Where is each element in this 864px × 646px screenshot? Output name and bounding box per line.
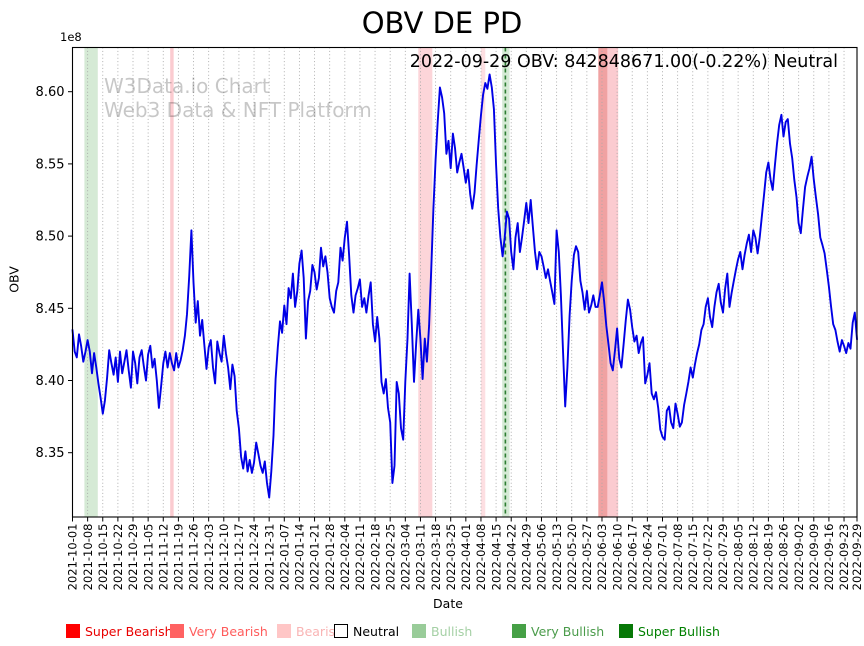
legend-label: Super Bullish <box>638 623 720 639</box>
obv-line <box>71 73 858 499</box>
y-tick-label: 8.35 <box>36 446 65 461</box>
x-tick-label: 2021-12-03 <box>202 524 216 591</box>
x-tick-label: 2022-03-18 <box>429 524 443 591</box>
x-tick-label: 2022-04-08 <box>474 524 488 591</box>
y-tick-label: 8.55 <box>36 157 65 172</box>
legend-item-super-bullish: Super Bullish <box>619 620 720 642</box>
x-tick-label: 2021-12-10 <box>217 524 231 591</box>
legend-swatch-very-bullish <box>512 624 526 638</box>
legend: Super Bearish Very Bearish Bearish Neutral B… <box>0 620 864 642</box>
legend-label: Very Bullish <box>531 623 605 639</box>
x-tick-label: 2022-07-01 <box>656 524 670 591</box>
legend-label: Bearish <box>296 623 343 639</box>
x-tick-label: 2022-07-15 <box>686 524 700 591</box>
band-bearish <box>480 47 486 517</box>
x-tick-label: 2021-11-12 <box>156 524 170 591</box>
x-tick-label: 2022-09-09 <box>807 524 821 591</box>
y-tick-label: 8.45 <box>36 302 65 317</box>
legend-label: Very Bearish <box>189 623 268 639</box>
x-tick-label: 2022-09-29 <box>850 524 864 591</box>
x-axis-label: Date <box>433 596 463 611</box>
x-tick-label: 2022-06-24 <box>641 524 655 591</box>
x-tick-label: 2022-04-01 <box>459 524 473 591</box>
legend-item-very-bullish: Very Bullish <box>512 620 604 642</box>
y-tick-label: 8.40 <box>36 374 65 389</box>
band-bearish <box>170 47 174 517</box>
x-tick-label: 2022-08-19 <box>762 524 776 591</box>
x-tick-label: 2021-11-26 <box>187 524 201 591</box>
x-tick-label: 2022-07-29 <box>716 524 730 591</box>
legend-swatch-super-bearish <box>66 624 80 638</box>
x-tick-label: 2022-05-06 <box>535 524 549 591</box>
x-tick-label: 2022-01-14 <box>293 524 307 591</box>
x-tick-label: 2021-10-15 <box>96 524 110 591</box>
band-bullish <box>84 47 98 517</box>
legend-item-super-bearish: Super Bearish <box>66 620 173 642</box>
x-tick-label: 2022-04-29 <box>520 524 534 591</box>
x-tick-label: 2022-07-08 <box>671 524 685 591</box>
legend-label: Super Bearish <box>85 623 173 639</box>
legend-label: Bullish <box>431 623 473 639</box>
x-tick-label: 2021-12-17 <box>232 524 246 591</box>
legend-swatch-bullish <box>412 624 426 638</box>
x-tick-label: 2022-06-17 <box>625 524 639 591</box>
x-tick-label: 2021-12-24 <box>247 524 261 591</box>
legend-item-neutral: Neutral <box>334 620 399 642</box>
x-tick-label: 2022-03-25 <box>444 524 458 591</box>
x-tick-label: 2021-11-19 <box>172 524 186 591</box>
legend-item-bearish: Bearish <box>277 620 343 642</box>
y-axis-offset-label: 1e8 <box>60 30 82 44</box>
chart-title: OBV DE PD <box>361 6 523 40</box>
x-tick-label: 2022-01-21 <box>308 524 322 591</box>
band-bearish <box>607 47 619 517</box>
x-tick-label: 2022-01-07 <box>277 524 291 591</box>
x-tick-label: 2022-04-15 <box>489 524 503 591</box>
legend-item-bullish: Bullish <box>412 620 472 642</box>
x-tick-label: 2022-08-12 <box>746 524 760 591</box>
x-tick-label: 2021-10-08 <box>81 524 95 591</box>
x-tick-label: 2021-11-05 <box>141 524 155 591</box>
legend-swatch-very-bearish <box>170 624 184 638</box>
x-tick-label: 2022-05-20 <box>565 524 579 591</box>
legend-swatch-super-bullish <box>619 624 633 638</box>
x-tick-label: 2022-03-04 <box>399 524 413 591</box>
x-axis: 2021-10-01 2021-10-08 2021-10-15 2021-10-22… <box>66 517 864 590</box>
legend-label: Neutral <box>353 623 400 639</box>
y-tick-label: 8.60 <box>36 85 65 100</box>
x-tick-label: 2022-04-22 <box>504 524 518 591</box>
x-tick-label: 2022-07-22 <box>701 524 715 591</box>
x-tick-label: 2022-09-16 <box>822 524 836 591</box>
x-tick-label: 2021-12-31 <box>262 524 276 591</box>
x-tick-label: 2022-05-13 <box>550 524 564 591</box>
band-bearish <box>418 47 433 517</box>
y-axis: 8.35 8.40 8.45 8.50 8.55 8.60 <box>36 85 73 461</box>
y-tick-label: 8.50 <box>36 230 65 245</box>
x-tick-label: 2022-08-26 <box>777 524 791 591</box>
x-tick-label: 2022-01-28 <box>323 524 337 591</box>
x-tick-label: 2022-02-11 <box>353 524 367 591</box>
x-tick-label: 2022-02-25 <box>383 524 397 591</box>
legend-swatch-neutral <box>334 624 348 638</box>
x-tick-label: 2022-03-11 <box>414 524 428 591</box>
x-tick-label: 2022-09-23 <box>837 524 851 591</box>
x-tick-label: 2022-08-05 <box>731 524 745 591</box>
x-tick-label: 2022-02-18 <box>368 524 382 591</box>
x-tick-label: 2021-10-29 <box>126 524 140 591</box>
x-tick-label: 2022-06-03 <box>595 524 609 591</box>
chart-subtitle: 2022-09-29 OBV: 842848671.00(-0.22%) Neu… <box>409 52 838 72</box>
legend-swatch-bearish <box>277 624 291 638</box>
x-tick-label: 2022-06-10 <box>610 524 624 591</box>
x-tick-label: 2022-09-02 <box>792 524 806 591</box>
legend-item-very-bearish: Very Bearish <box>170 620 268 642</box>
gridlines <box>72 47 858 517</box>
plot-box <box>71 46 858 518</box>
x-tick-label: 2021-10-22 <box>111 524 125 591</box>
x-tick-label: 2022-02-04 <box>338 524 352 591</box>
y-axis-label: OBV <box>6 266 22 293</box>
x-tick-label: 2021-10-01 <box>66 524 80 591</box>
x-tick-label: 2022-05-27 <box>580 524 594 591</box>
